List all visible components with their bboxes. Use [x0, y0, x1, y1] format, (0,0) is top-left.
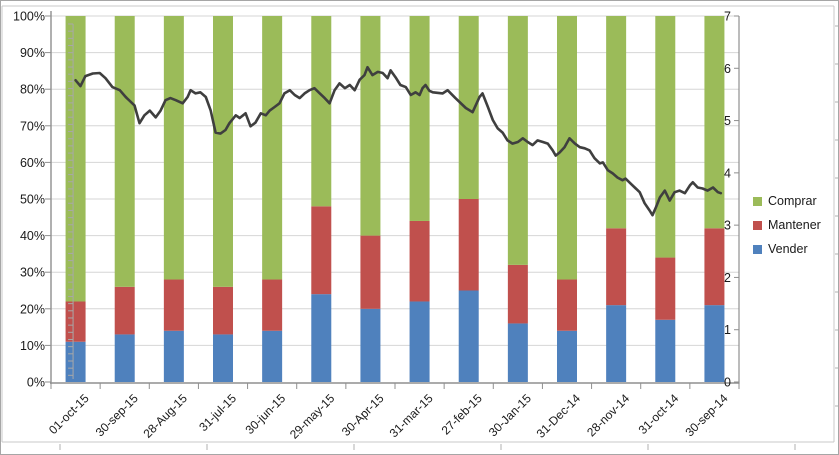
x-axis-labels: 01-oct-15 30-sep-15 28-Aug-15 31-jul-15 30-j…: [46, 391, 731, 442]
x-axis-label: 31-mar-15: [387, 391, 436, 440]
left-axis-tick-label: 50%: [20, 193, 45, 207]
worksheet-gridline-stubs: [59, 25, 838, 450]
bar-segment-mantener-10[interactable]: [557, 279, 577, 331]
bar-segment-mantener-11[interactable]: [606, 228, 627, 306]
legend-item-vender[interactable]: Vender: [753, 237, 833, 261]
bar-segment-vender-10[interactable]: [557, 330, 577, 382]
right-axis-tick-label: 2: [724, 271, 731, 285]
left-axis-tick-label: 30%: [20, 266, 45, 280]
left-axis-tick-label: 0%: [27, 376, 45, 390]
x-axis-label: 01-oct-15: [46, 391, 92, 437]
x-axis-label: 31-jul-15: [196, 391, 239, 434]
bar-segment-mantener-5[interactable]: [311, 206, 332, 295]
right-axis-tick-label: 4: [724, 166, 731, 180]
bar-segment-comprar-0[interactable]: [65, 16, 86, 302]
bar-segment-vender-5[interactable]: [311, 294, 332, 382]
bar-segment-comprar-2[interactable]: [163, 16, 184, 280]
bar-segment-mantener-0[interactable]: [65, 301, 86, 342]
bar-segment-vender-8[interactable]: [458, 290, 479, 383]
legend-label-mantener: Mantener: [768, 218, 821, 232]
axes: [45, 11, 740, 389]
x-axis-label: 31-oct-14: [636, 391, 682, 437]
bar-segment-vender-2[interactable]: [163, 330, 184, 382]
bar-segment-vender-9[interactable]: [507, 323, 528, 382]
x-axis-label: 30-sep-14: [682, 391, 730, 439]
bar-segment-mantener-3[interactable]: [213, 286, 233, 335]
left-axis-tick-label: 60%: [20, 156, 45, 170]
bar-segment-comprar-1[interactable]: [114, 16, 135, 287]
bar-segment-comprar-10[interactable]: [557, 16, 577, 280]
right-axis-tick-label: 1: [724, 323, 731, 337]
bar-segment-comprar-5[interactable]: [311, 16, 332, 207]
bar-segment-comprar-4[interactable]: [262, 16, 283, 280]
bar-segment-vender-3[interactable]: [213, 334, 233, 382]
right-axis-tick-label: 3: [724, 219, 731, 233]
left-axis-tick-label: 20%: [20, 302, 45, 316]
left-axis-tick-label: 70%: [20, 119, 45, 133]
bar-segment-comprar-6[interactable]: [360, 16, 381, 236]
bar-segment-comprar-7[interactable]: [409, 16, 430, 221]
right-axis-tick-label: 7: [724, 10, 731, 24]
bar-segment-mantener-8[interactable]: [458, 199, 479, 291]
bar-segment-vender-7[interactable]: [409, 301, 430, 382]
legend-item-comprar[interactable]: Comprar: [753, 189, 833, 213]
gridlines: [51, 15, 739, 346]
legend-swatch-vender-icon: [753, 244, 762, 254]
left-axis-tick-label: 40%: [20, 229, 45, 243]
chart-legend: Comprar Mantener Vender: [753, 189, 833, 261]
bar-segment-comprar-11[interactable]: [606, 16, 627, 229]
legend-swatch-mantener-icon: [753, 220, 762, 230]
bar-segment-mantener-4[interactable]: [262, 279, 283, 331]
chart-frame: [1, 5, 835, 443]
line-series[interactable]: [74, 65, 723, 217]
right-axis-tick-label: 5: [724, 114, 731, 128]
bar-segment-vender-13[interactable]: [704, 305, 725, 382]
bar-segment-vender-6[interactable]: [360, 308, 381, 382]
bar-segment-vender-12[interactable]: [655, 319, 676, 382]
x-axis-label: 30-sep-15: [93, 391, 141, 439]
bar-segment-mantener-7[interactable]: [409, 220, 430, 302]
x-axis-label: 27-feb-15: [439, 391, 485, 437]
x-axis-label: 30-Apr-15: [339, 391, 387, 439]
x-axis-label: 30-Jan-15: [486, 391, 534, 439]
x-axis-label: 28-Aug-15: [140, 391, 190, 441]
left-axis-tick-label: 80%: [20, 83, 45, 97]
legend-swatch-comprar-icon: [753, 196, 762, 206]
bar-segment-vender-4[interactable]: [262, 330, 283, 382]
right-axis-tick-label: 0: [724, 376, 731, 390]
bar-segment-mantener-1[interactable]: [114, 286, 135, 335]
left-axis-tick-label: 10%: [20, 339, 45, 353]
bar-segment-comprar-3[interactable]: [213, 16, 233, 287]
bar-segment-vender-11[interactable]: [606, 305, 627, 382]
legend-item-mantener[interactable]: Mantener: [753, 213, 833, 237]
x-axis-label: 29-may-15: [287, 391, 338, 442]
legend-label-comprar: Comprar: [768, 194, 817, 208]
bar-segment-vender-0[interactable]: [65, 341, 86, 382]
right-axis-tick-label: 6: [724, 62, 731, 76]
bar-segment-mantener-9[interactable]: [507, 264, 528, 324]
left-axis-tick-label: 90%: [20, 46, 45, 60]
minor-tick-ruler: [68, 23, 74, 379]
legend-label-vender: Vender: [768, 242, 808, 256]
left-axis-labels: 0% 10% 20% 30% 40% 50% 60% 70% 80% 90% 100%: [13, 10, 45, 390]
bar-segment-vender-1[interactable]: [114, 334, 135, 382]
bar-segment-mantener-2[interactable]: [163, 279, 184, 331]
right-axis-labels: 0 1 2 3 4 5 6 7: [724, 10, 731, 390]
bar-segment-mantener-12[interactable]: [655, 257, 676, 320]
bar-segment-mantener-6[interactable]: [360, 235, 381, 309]
bar-segment-mantener-13[interactable]: [704, 228, 725, 306]
left-axis-tick-label: 100%: [13, 10, 45, 24]
x-axis-label: 30-jun-15: [243, 391, 289, 437]
x-axis-label: 28-nov-14: [584, 391, 632, 439]
x-axis-label: 31-Dec-14: [534, 391, 584, 441]
bar-segment-comprar-12[interactable]: [655, 16, 676, 258]
bar-segment-comprar-8[interactable]: [458, 16, 479, 199]
bar-segment-comprar-13[interactable]: [704, 16, 725, 229]
